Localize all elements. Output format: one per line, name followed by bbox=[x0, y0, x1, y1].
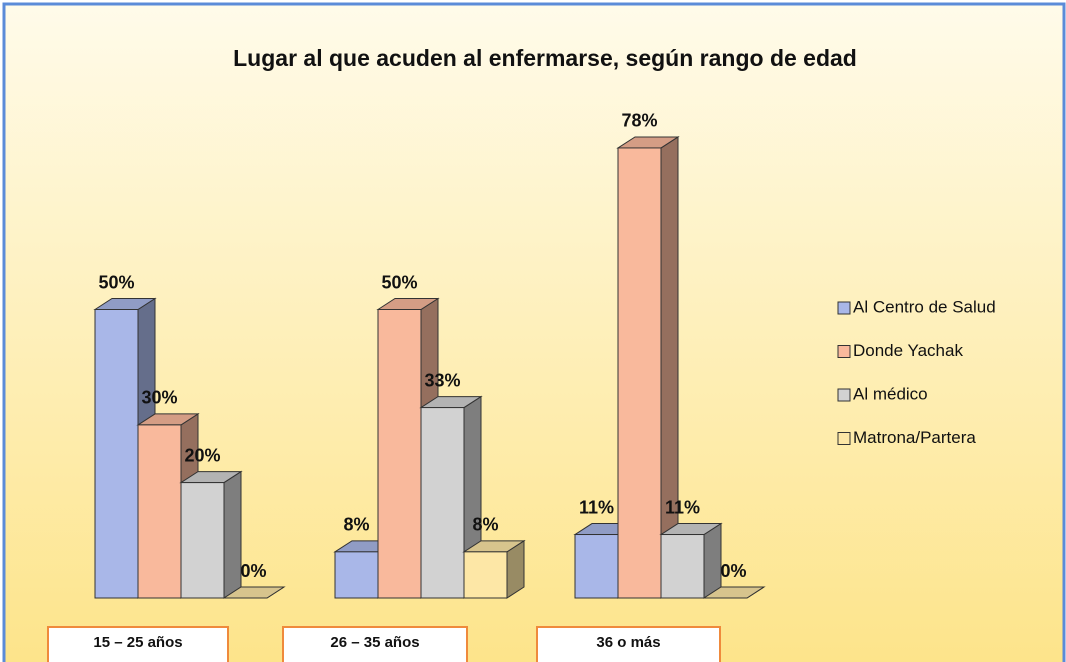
value-label: 78% bbox=[621, 111, 657, 131]
legend-label: Donde Yachak bbox=[853, 341, 963, 360]
value-label: 8% bbox=[472, 515, 498, 535]
legend-marker bbox=[837, 432, 851, 445]
value-label: 11% bbox=[579, 497, 614, 517]
value-label: 33% bbox=[424, 370, 460, 390]
bar bbox=[702, 586, 766, 599]
bar-front bbox=[463, 551, 508, 599]
bar-top bbox=[702, 586, 766, 599]
legend-marker bbox=[837, 301, 851, 315]
bar-front bbox=[420, 407, 465, 599]
value-label: 8% bbox=[343, 515, 369, 535]
x-tick-label: 15 – 25 años bbox=[93, 634, 182, 651]
value-label: 30% bbox=[141, 388, 177, 408]
value-label: 11% bbox=[665, 497, 700, 517]
category-box bbox=[536, 626, 721, 662]
value-label: 20% bbox=[184, 445, 220, 465]
bar-top bbox=[222, 586, 286, 599]
legend-label: Al médico bbox=[853, 384, 928, 403]
x-tick-label: 36 o más bbox=[596, 634, 660, 651]
bar bbox=[222, 586, 286, 599]
bar bbox=[462, 539, 526, 599]
value-label: 0% bbox=[720, 561, 746, 581]
bar-front bbox=[137, 424, 182, 599]
bar bbox=[616, 136, 680, 599]
bar-side bbox=[223, 470, 242, 599]
bar-front bbox=[334, 551, 379, 599]
legend-label: Matrona/Partera bbox=[853, 428, 976, 447]
legend-label: Al Centro de Salud bbox=[853, 297, 996, 316]
chart-title: Lugar al que acuden al enfermarse, según… bbox=[233, 45, 857, 71]
category-box bbox=[47, 626, 229, 662]
bar-front bbox=[660, 534, 705, 599]
bar-front bbox=[94, 309, 139, 599]
bar-front bbox=[377, 309, 422, 599]
value-label: 0% bbox=[240, 561, 266, 581]
value-label: 50% bbox=[98, 272, 134, 292]
value-label: 50% bbox=[381, 272, 417, 292]
bar-side bbox=[703, 522, 722, 599]
legend-marker bbox=[837, 345, 851, 358]
bar bbox=[179, 470, 243, 599]
bar bbox=[419, 395, 483, 599]
legend-marker bbox=[837, 388, 851, 402]
bar-front bbox=[617, 147, 662, 599]
bar-front bbox=[180, 482, 225, 599]
x-tick-label: 26 – 35 años bbox=[330, 634, 419, 651]
bar-front bbox=[574, 534, 619, 599]
category-box bbox=[282, 626, 468, 662]
bar bbox=[659, 522, 723, 599]
